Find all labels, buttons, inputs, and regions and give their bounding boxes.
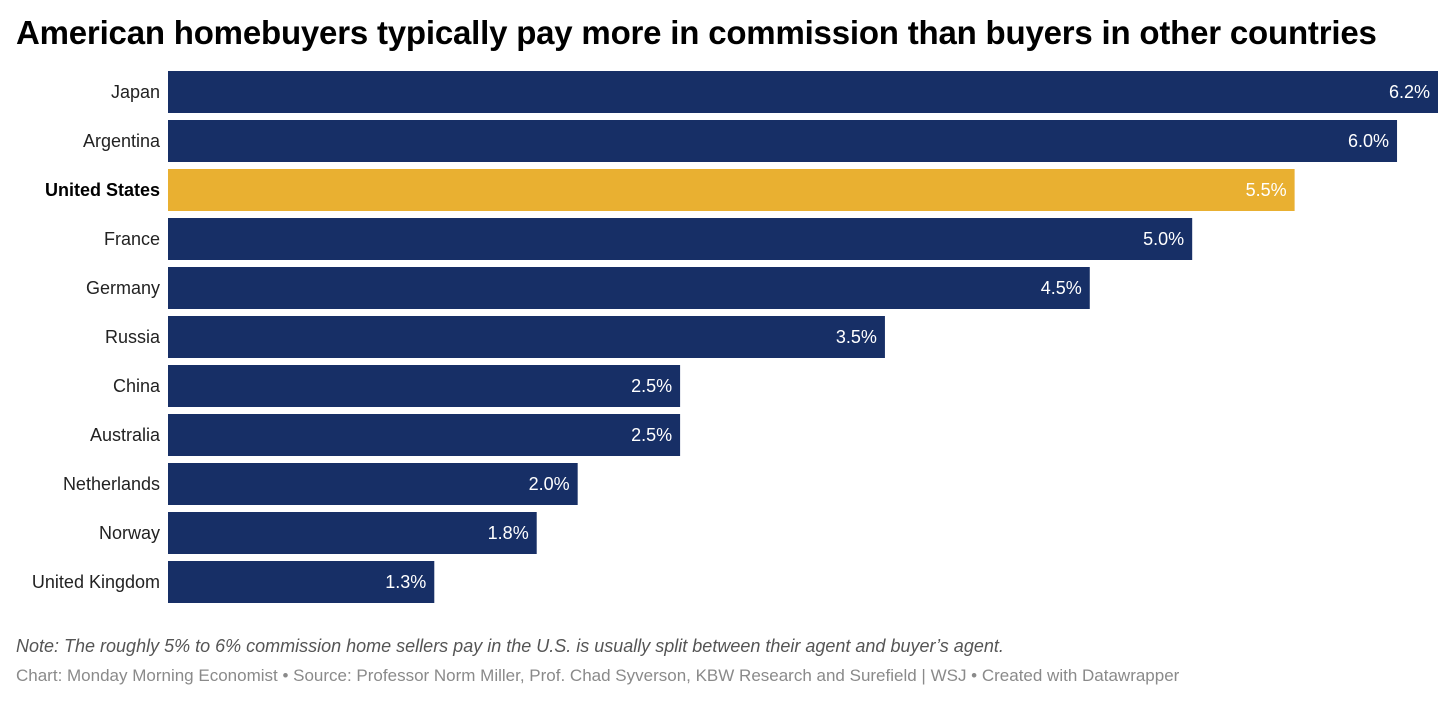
category-label-japan: Japan: [111, 82, 160, 102]
value-label-germany: 4.5%: [1041, 278, 1082, 298]
value-label-japan: 6.2%: [1389, 82, 1430, 102]
value-label-united-kingdom: 1.3%: [385, 572, 426, 592]
value-label-united-states: 5.5%: [1246, 180, 1287, 200]
value-label-argentina: 6.0%: [1348, 131, 1389, 151]
value-label-france: 5.0%: [1143, 229, 1184, 249]
bar-netherlands: [168, 463, 578, 505]
chart-title: American homebuyers typically pay more i…: [16, 14, 1377, 51]
bar-china: [168, 365, 681, 407]
category-label-united-states: United States: [45, 180, 160, 200]
category-label-germany: Germany: [86, 278, 160, 298]
bar-france: [168, 218, 1193, 260]
category-label-australia: Australia: [90, 425, 161, 445]
category-label-norway: Norway: [99, 523, 160, 543]
value-label-australia: 2.5%: [631, 425, 672, 445]
category-label-china: China: [113, 376, 161, 396]
category-label-argentina: Argentina: [83, 131, 161, 151]
chart-note: Note: The roughly 5% to 6% commission ho…: [16, 636, 1004, 656]
category-label-france: France: [104, 229, 160, 249]
value-label-norway: 1.8%: [488, 523, 529, 543]
category-label-russia: Russia: [105, 327, 161, 347]
bar-japan: [168, 71, 1438, 113]
value-label-netherlands: 2.0%: [529, 474, 570, 494]
bar-australia: [168, 414, 681, 456]
bar-united-states: [168, 169, 1295, 211]
category-label-netherlands: Netherlands: [63, 474, 160, 494]
chart-credit: Chart: Monday Morning Economist • Source…: [16, 666, 1180, 685]
value-label-russia: 3.5%: [836, 327, 877, 347]
bar-norway: [168, 512, 537, 554]
bar-germany: [168, 267, 1090, 309]
bar-argentina: [168, 120, 1398, 162]
bar-russia: [168, 316, 885, 358]
bar-united-kingdom: [168, 561, 435, 603]
category-label-united-kingdom: United Kingdom: [32, 572, 160, 592]
value-label-china: 2.5%: [631, 376, 672, 396]
